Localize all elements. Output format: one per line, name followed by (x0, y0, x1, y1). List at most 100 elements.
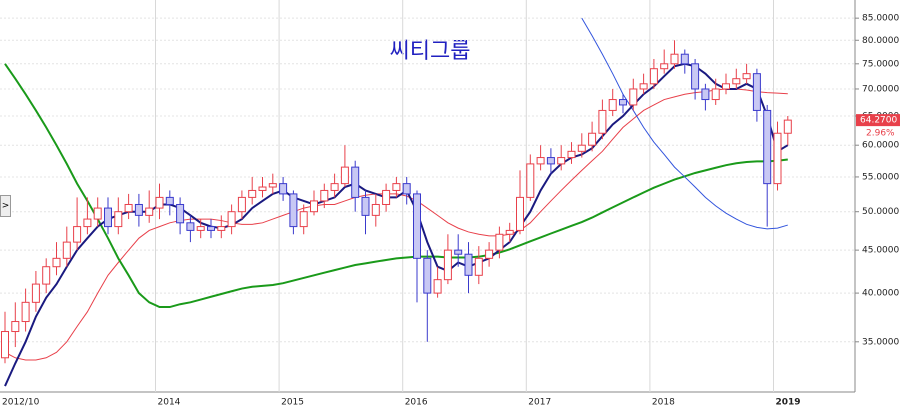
candle-body (330, 183, 339, 191)
candle-body (93, 207, 102, 220)
y-tick-label: 45.0000 (862, 246, 899, 256)
y-tick-label: 40.0000 (862, 289, 899, 299)
y-tick-label: 75.0000 (862, 59, 899, 69)
candle-body (783, 119, 792, 134)
candle-body (371, 203, 380, 216)
candle-body (505, 229, 514, 235)
candle-body (691, 63, 700, 90)
candle-body (104, 207, 112, 228)
chart-title: 씨티그룹 (390, 39, 471, 64)
candle-body (701, 88, 710, 101)
candle-body (423, 257, 432, 294)
candle-body (268, 183, 277, 188)
candle-body (145, 207, 154, 216)
candle-body (474, 257, 483, 276)
candle-body (495, 233, 504, 251)
candle-body (320, 189, 329, 202)
candle-body (413, 193, 421, 259)
y-tick-label: 60.0000 (862, 141, 899, 151)
candle-body (732, 78, 741, 85)
candle-body (62, 241, 71, 259)
x-tick-label: 2017 (528, 398, 551, 408)
candle-body (598, 109, 607, 134)
candle-body (11, 321, 20, 333)
candle-body (526, 163, 535, 198)
candle-body (773, 132, 782, 185)
y-tick-label: 85.0000 (862, 14, 899, 24)
candle-body (619, 99, 627, 106)
candle-body (114, 211, 123, 228)
candle-body (42, 266, 51, 285)
candle-body (217, 226, 226, 231)
candle-body (279, 183, 288, 195)
x-tick-label: 2012/10 (2, 398, 40, 408)
candle-body (248, 189, 257, 198)
x-tick-label: 2015 (281, 398, 304, 408)
y-tick-label: 80.0000 (862, 36, 899, 46)
candle-body (299, 211, 308, 228)
moving-average (4, 63, 788, 309)
candle-body (670, 53, 679, 65)
candle-body (258, 186, 267, 191)
candle-body (351, 166, 360, 198)
candle-body (289, 193, 298, 228)
candle-body (485, 249, 494, 259)
candle-body (546, 157, 555, 165)
candle-body (73, 226, 82, 243)
candle-body (608, 99, 617, 111)
y-tick-label: 70.0000 (862, 84, 899, 94)
candle-body (752, 73, 761, 111)
candle-body (207, 226, 215, 231)
y-tick-label: 55.0000 (862, 172, 899, 182)
candle-body (21, 301, 30, 323)
candle-body (196, 226, 205, 231)
candle-body (649, 68, 658, 85)
candle-body (382, 189, 391, 205)
candle-body (176, 203, 185, 224)
candle-body (340, 166, 349, 185)
candle-body (763, 109, 772, 185)
candle-body (711, 88, 720, 101)
candle-body (443, 249, 452, 281)
candle-body (516, 196, 524, 231)
candle-body (742, 73, 751, 80)
change-label: 2.96% (866, 129, 895, 139)
candle-body (402, 183, 411, 195)
candle-body (567, 150, 576, 159)
moving-average (581, 17, 788, 230)
candle-body (454, 249, 463, 255)
candle-body (237, 196, 246, 213)
candle-body (227, 211, 236, 228)
candle-body (83, 218, 92, 228)
candle-body (639, 83, 648, 90)
x-tick-label: 2014 (158, 398, 181, 408)
candle-body (165, 196, 174, 205)
candle-body (557, 157, 566, 165)
y-tick-label: 50.0000 (862, 207, 899, 217)
candle-body (536, 157, 545, 165)
x-tick-label: 2016 (405, 398, 428, 408)
candle-body (52, 257, 61, 268)
candle-body (464, 253, 473, 276)
price-tag (856, 114, 900, 127)
candle-body (629, 88, 638, 106)
price-tag-label: 64.2700 (860, 116, 897, 126)
candle-body (134, 203, 143, 216)
x-tick-label: 2019 (776, 398, 801, 408)
candle-body (31, 283, 40, 303)
candle-body (433, 279, 442, 294)
candle-body (680, 53, 689, 65)
candle-body (588, 132, 597, 146)
candle-body (186, 222, 195, 231)
nav-button[interactable]: > (0, 195, 11, 217)
candle-body (124, 203, 133, 213)
candle-body (577, 144, 586, 152)
candle-body (392, 183, 401, 191)
candle-body (310, 200, 318, 213)
candle-body (155, 196, 164, 209)
x-tick-label: 2018 (652, 398, 675, 408)
candle-body (660, 63, 669, 70)
y-tick-label: 35.0000 (862, 337, 899, 347)
